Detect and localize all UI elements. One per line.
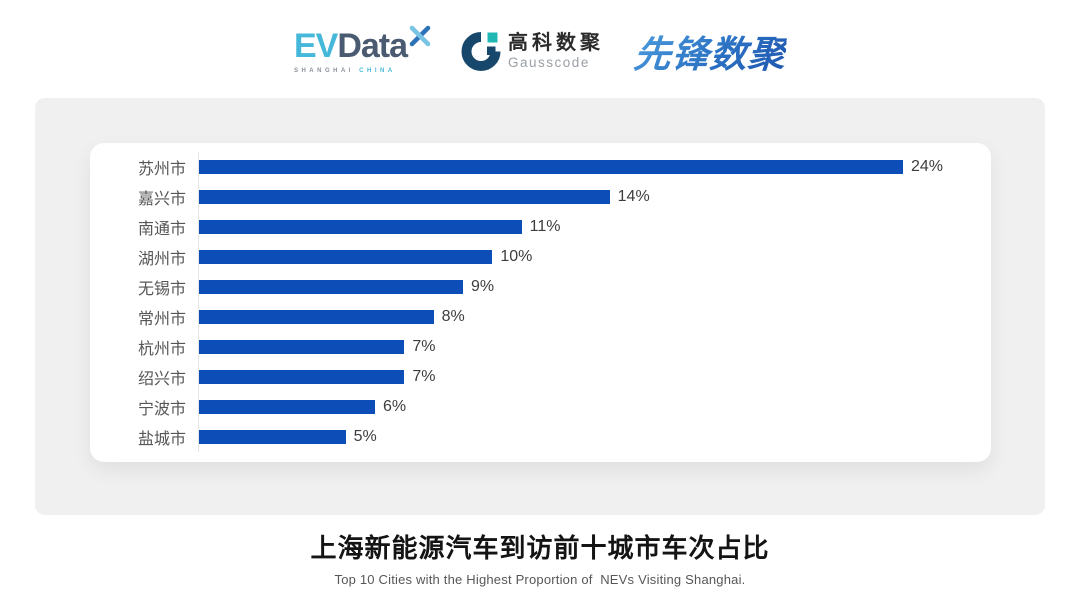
evdata-logo: EV Data SHANGHAI CHINA (293, 25, 431, 74)
value-label: 6% (383, 398, 407, 415)
bar-rows: 苏州市 24% 嘉兴市 14% 南通市 11% 湖州市 10% 无锡市 9% (90, 152, 991, 452)
bar (199, 220, 522, 234)
bar-area: 10% (198, 242, 991, 272)
bar (199, 160, 903, 174)
bar-area: 14% (198, 182, 991, 212)
gausscode-cn-text: 高科数聚 (508, 31, 605, 54)
bar (199, 370, 405, 384)
evdata-tagline: SHANGHAI CHINA (294, 68, 396, 74)
bar-row: 盐城市 5% (90, 422, 991, 452)
category-label: 南通市 (137, 221, 186, 238)
value-label: 5% (353, 428, 377, 445)
value-label: 11% (529, 218, 561, 235)
evdata-wordmark: EV Data (293, 25, 431, 65)
value-label: 14% (617, 188, 650, 205)
chart-panel: 苏州市 24% 嘉兴市 14% 南通市 11% 湖州市 10% 无锡市 9% (90, 143, 991, 462)
bar-area: 7% (198, 362, 991, 392)
evdata-x-icon (409, 25, 431, 46)
bar-area: 8% (198, 302, 991, 332)
bar-row: 湖州市 10% (90, 242, 991, 272)
evdata-shanghai-text: SHANGHAI (293, 67, 354, 74)
evdata-ev-text: EV (293, 26, 338, 65)
category-label: 嘉兴市 (137, 191, 186, 208)
value-label: 9% (471, 278, 495, 295)
bar-row: 苏州市 24% (90, 152, 991, 182)
category-label: 湖州市 (137, 251, 186, 268)
value-label: 7% (412, 368, 436, 385)
value-label: 24% (911, 158, 944, 175)
category-label: 无锡市 (137, 281, 186, 298)
gausscode-g-icon (461, 32, 501, 71)
gausscode-logo: 高科数聚 Gausscode (461, 30, 604, 72)
bar (199, 430, 346, 444)
bar (199, 190, 610, 204)
category-label: 绍兴市 (137, 371, 186, 388)
bar-row: 常州市 8% (90, 302, 991, 332)
evdata-data-text: Data (337, 26, 408, 65)
bar (199, 310, 434, 324)
bar-row: 杭州市 7% (90, 332, 991, 362)
category-label: 苏州市 (137, 161, 186, 178)
bar-area: 5% (198, 422, 991, 452)
bar-row: 绍兴市 7% (90, 362, 991, 392)
bar-area: 9% (198, 272, 991, 302)
xianfeng-logo: 先锋数聚 (632, 24, 788, 78)
caption: 上海新能源汽车到访前十城市车次占比 Top 10 Cities with the… (0, 528, 1080, 587)
evdata-china-text: CHINA (359, 67, 396, 74)
value-label: 10% (500, 248, 533, 265)
bar-area: 24% (198, 152, 991, 182)
category-label: 杭州市 (137, 341, 186, 358)
bar-row: 宁波市 6% (90, 392, 991, 422)
value-label: 7% (412, 338, 436, 355)
gausscode-en-text: Gausscode (508, 54, 590, 70)
category-label: 常州市 (137, 311, 186, 328)
gausscode-wordmark: 高科数聚 Gausscode (508, 33, 604, 70)
bar-area: 11% (198, 212, 991, 242)
bar-area: 6% (198, 392, 991, 422)
bar (199, 250, 493, 264)
bar-row: 无锡市 9% (90, 272, 991, 302)
value-label: 8% (441, 308, 465, 325)
chart-subtitle: Top 10 Cities with the Highest Proportio… (334, 572, 746, 587)
bar (199, 280, 463, 294)
bar-row: 嘉兴市 14% (90, 182, 991, 212)
chart-card: 苏州市 24% 嘉兴市 14% 南通市 11% 湖州市 10% 无锡市 9% (35, 98, 1045, 515)
chart-title: 上海新能源汽车到访前十城市车次占比 (310, 533, 770, 563)
bar-row: 南通市 11% (90, 212, 991, 242)
category-label: 宁波市 (137, 401, 186, 418)
category-label: 盐城市 (137, 431, 186, 448)
bar (199, 400, 375, 414)
bar (199, 340, 405, 354)
bar-area: 7% (198, 332, 991, 362)
logo-header: EV Data SHANGHAI CHINA 高科数聚 Gausscode (0, 20, 1080, 82)
